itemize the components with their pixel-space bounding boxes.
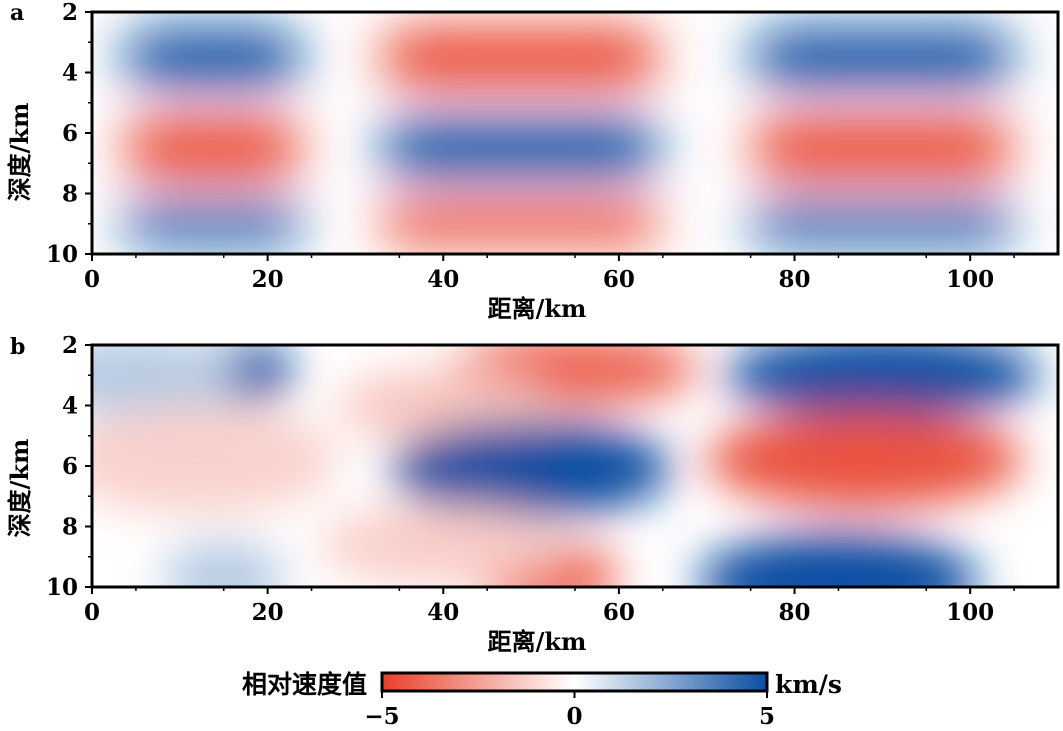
panel-b-letter: b [10,334,25,360]
heatmap-cell [120,119,305,178]
heatmap-cell [120,204,305,244]
colorbar-tick-label: 0 [566,703,582,730]
x-tick-label: 20 [252,599,284,626]
panel-b-ylabel: 深度/km [5,439,34,538]
heatmap-cell [748,204,1016,244]
x-tick-label: 60 [603,266,635,293]
colorbar-tick-label: −5 [364,703,399,730]
x-tick-label: 100 [946,266,994,293]
x-tick-label: 80 [779,266,811,293]
heatmap-cell [748,28,1016,87]
panel-a-ylabel: 深度/km [5,103,34,202]
x-tick-label: 40 [427,266,459,293]
x-tick-label: 0 [84,599,100,626]
x-tick-label: 40 [427,599,459,626]
colorbar-unit: km/s [775,670,842,699]
heatmap-cell [120,28,305,87]
panel-b: b 0 20 40 60 80 100 2 4 6 8 10 距离/km 深度/km [5,332,1060,656]
velocity-anomaly [697,532,979,587]
panel-a-xlabel: 距离/km [488,294,587,323]
velocity-anomaly [390,420,672,518]
y-tick-label: 6 [62,120,78,147]
velocity-anomaly [320,505,567,584]
y-tick-label: 8 [62,181,78,208]
panel-b-xlabel: 距离/km [488,627,587,656]
heatmap-cell [378,28,662,87]
x-tick-label: 60 [603,599,635,626]
x-tick-label: 0 [84,266,100,293]
panel-a: a 0 20 40 60 80 100 2 4 6 8 10 距离/km 深度/km [5,0,1060,323]
colorbar-gradient [380,671,769,693]
heatmap-cell [378,119,662,178]
heatmap-cell [748,119,1016,178]
x-tick-label: 20 [252,266,284,293]
x-tick-label: 100 [946,599,994,626]
velocity-anomaly [92,345,242,415]
y-tick-label: 4 [62,60,78,87]
y-tick-label: 2 [62,332,78,359]
heatmap-cell [378,204,662,244]
panel-a-letter: a [10,0,24,26]
velocity-anomaly [92,405,338,515]
y-tick-label: 2 [62,0,78,26]
x-tick-label: 80 [779,599,811,626]
colorbar: 相对速度值 km/s −5 0 5 [242,670,842,730]
y-tick-label: 8 [62,514,78,541]
velocity-anomaly [724,345,1041,418]
y-tick-label: 10 [46,241,78,268]
colorbar-tick-label: 5 [759,703,775,730]
y-tick-label: 6 [62,453,78,480]
velocity-anomaly [162,541,286,587]
y-tick-label: 4 [62,393,78,420]
y-tick-label: 10 [46,574,78,601]
colorbar-title: 相对速度值 [242,670,367,699]
velocity-anomaly [706,411,1023,509]
